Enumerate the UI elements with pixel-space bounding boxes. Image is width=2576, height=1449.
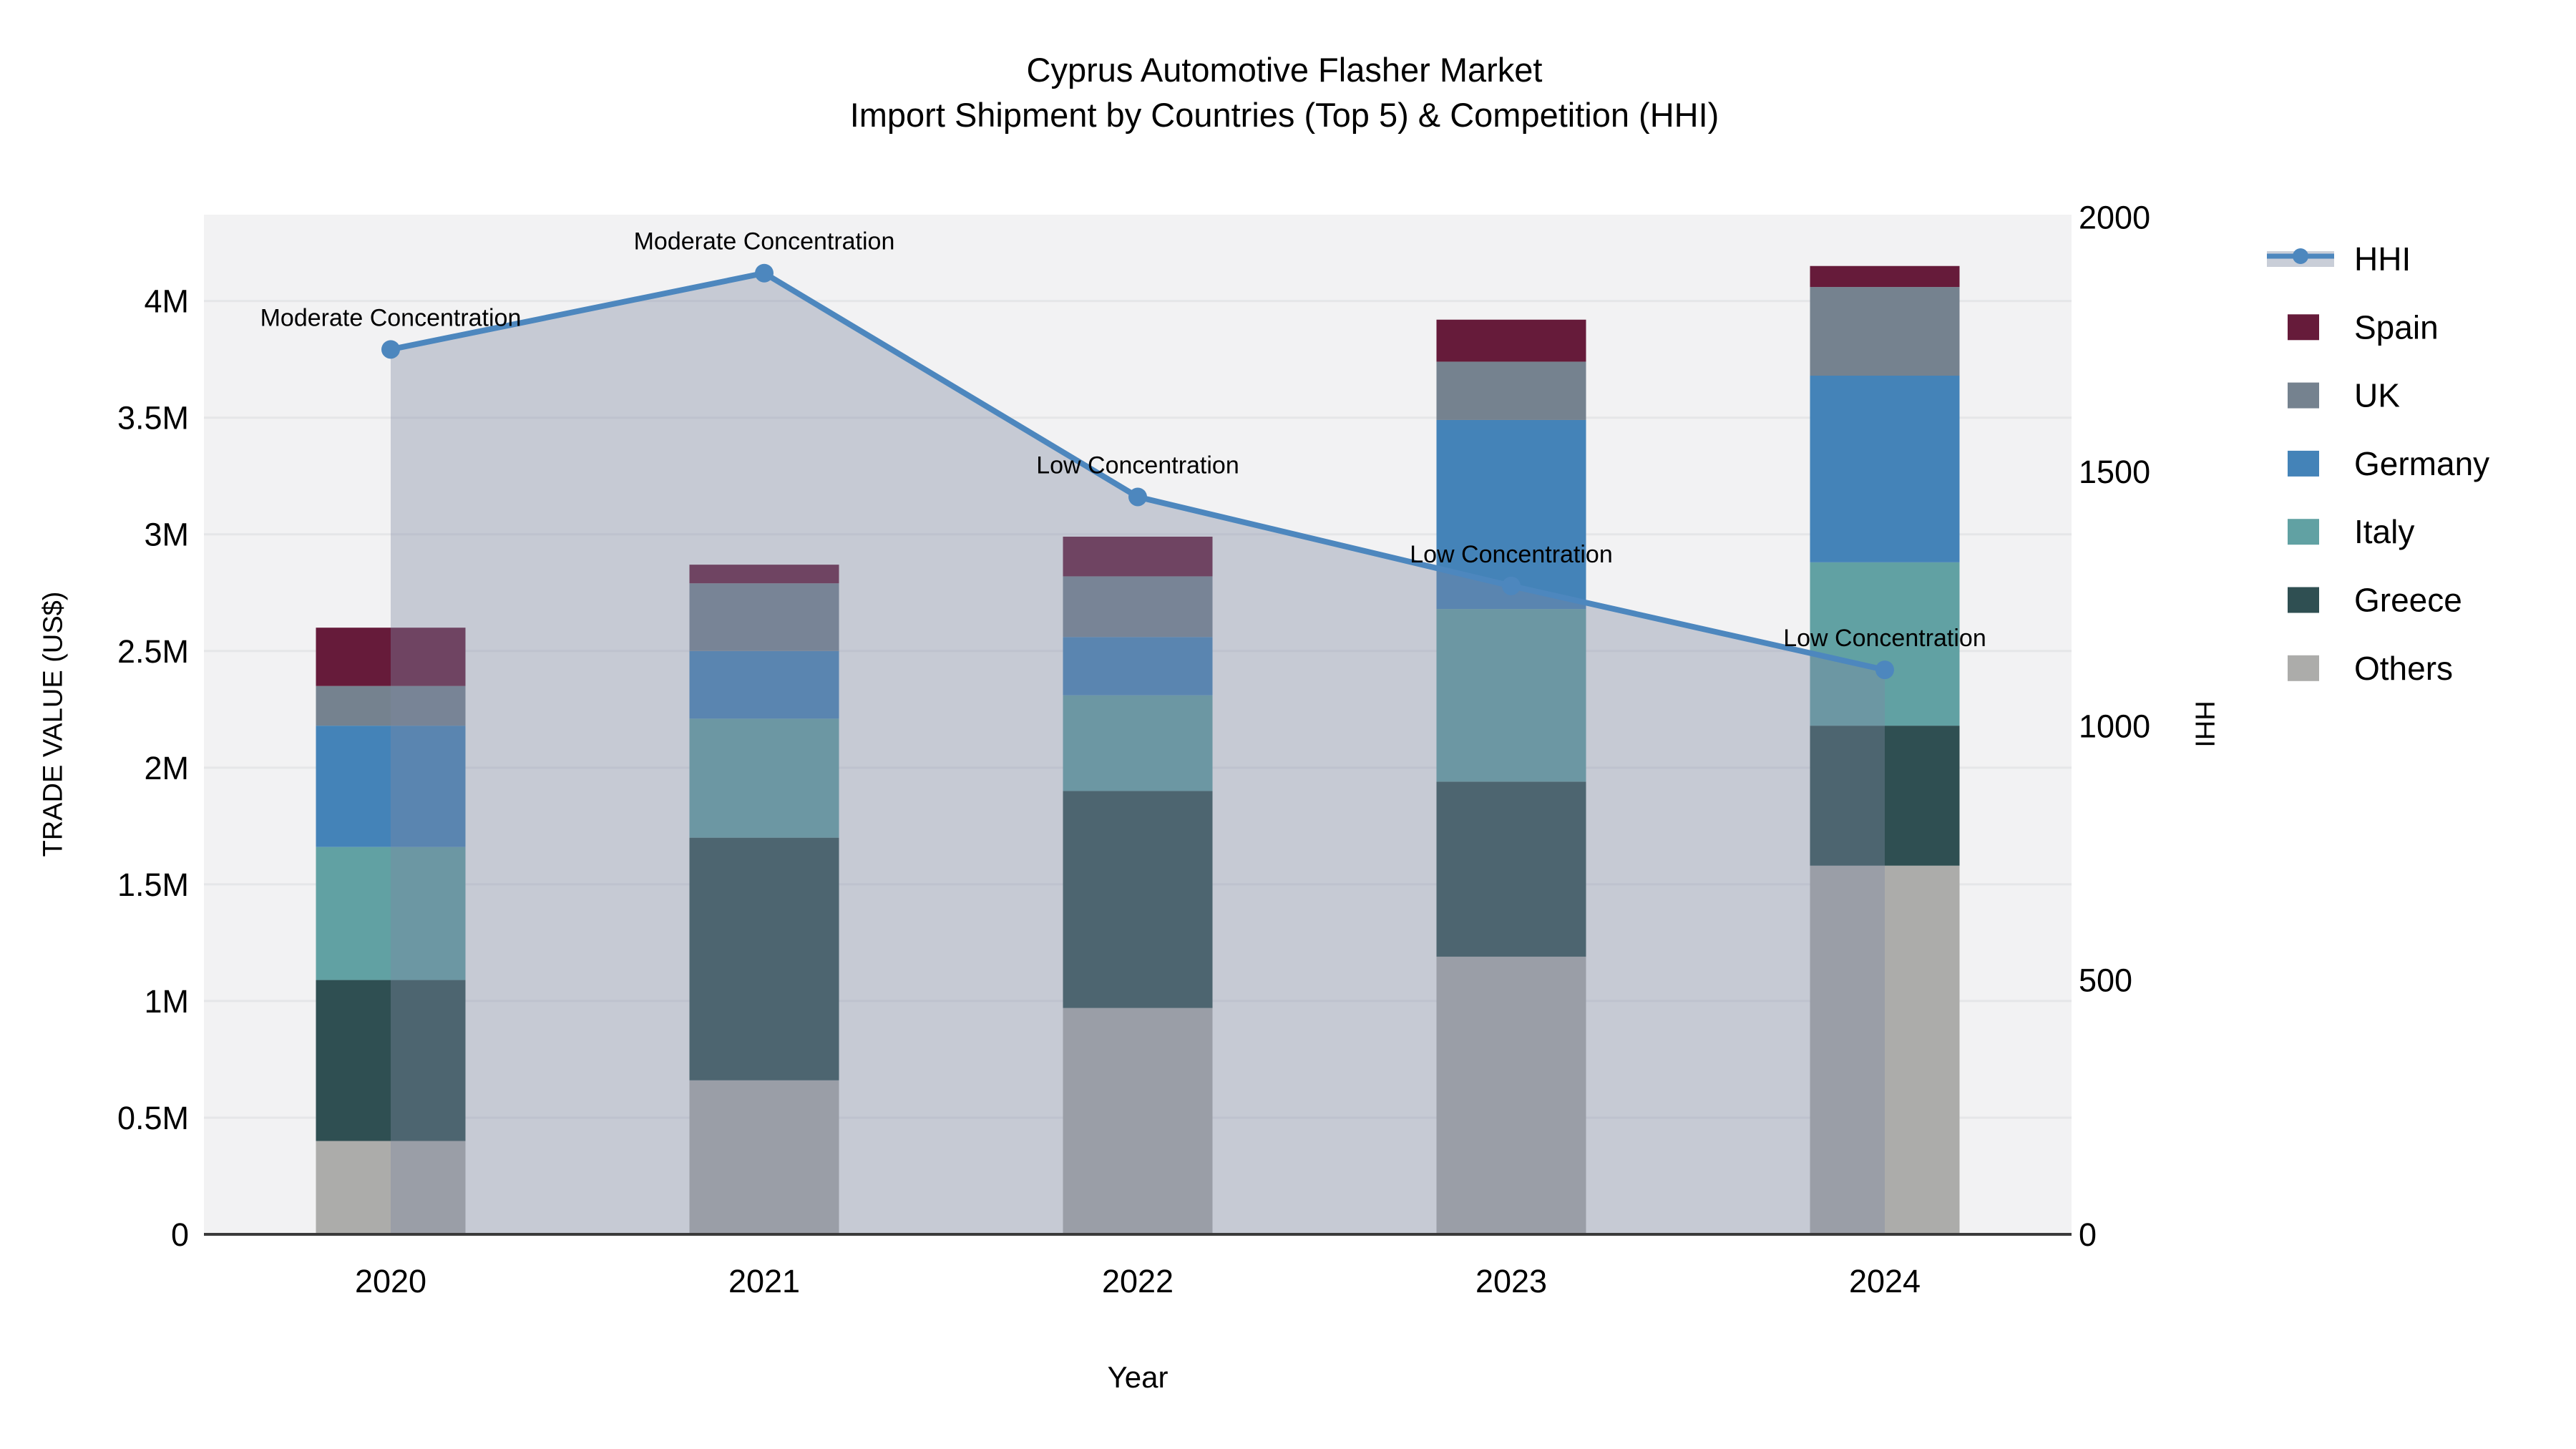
bar-segment-2024-greece — [1810, 726, 1960, 866]
bar-segment-2022-spain — [1063, 537, 1213, 577]
bar-segment-2024-spain — [1810, 265, 1960, 288]
x-axis-title: Year — [1107, 1360, 1169, 1394]
chart-title-line2: Import Shipment by Countries (Top 5) & C… — [849, 96, 1719, 134]
bar-segment-2024-italy — [1810, 562, 1960, 726]
bar-segment-2024-uk — [1810, 287, 1960, 376]
bar-segment-2023-spain — [1436, 319, 1586, 362]
bar-segment-2022-others — [1063, 1008, 1213, 1234]
hhi-marker-2022 — [1128, 487, 1147, 507]
x-tick-label-2022: 2022 — [1102, 1263, 1174, 1299]
bar-segment-2020-greece — [316, 980, 466, 1141]
hhi-marker-2021 — [755, 263, 774, 283]
bar-segment-2023-greece — [1436, 781, 1586, 957]
legend-label-greece: Greece — [2354, 582, 2462, 619]
y-right-tick-label: 1500 — [2079, 454, 2150, 490]
bar-segment-2023-uk — [1436, 361, 1586, 420]
x-tick-label-2023: 2023 — [1475, 1263, 1547, 1299]
y-left-tick-label: 3M — [144, 517, 189, 553]
y-left-tick-label: 1M — [144, 983, 189, 1020]
bar-segment-2020-others — [316, 1141, 466, 1234]
legend-swatch-spain — [2288, 314, 2319, 341]
legend-swatch-germany — [2288, 450, 2319, 477]
hhi-area-fill — [391, 273, 1885, 1234]
bar-segment-2022-germany — [1063, 637, 1213, 696]
legend-label-germany: Germany — [2354, 445, 2489, 482]
legend-label-spain: Spain — [2354, 308, 2439, 346]
bar-segment-2021-italy — [689, 718, 839, 838]
bar-segment-2022-italy — [1063, 695, 1213, 791]
bar-segment-2021-uk — [689, 583, 839, 651]
bar-segment-2020-germany — [316, 726, 466, 847]
legend-label-hhi: HHI — [2354, 240, 2411, 278]
annotation-2020: Moderate Concentration — [260, 304, 522, 331]
y-left-tick-label: 0 — [171, 1216, 189, 1253]
legend-hhi-marker — [2293, 248, 2308, 264]
y-right-tick-label: 1000 — [2079, 708, 2150, 744]
y-left-tick-label: 1.5M — [117, 867, 189, 903]
bar-segment-2020-italy — [316, 847, 466, 980]
legend-swatch-greece — [2288, 587, 2319, 613]
y-left-tick-label: 2.5M — [117, 633, 189, 670]
y-left-tick-label: 4M — [144, 283, 189, 320]
bar-segment-2021-greece — [689, 837, 839, 1080]
bar-segment-2020-uk — [316, 686, 466, 726]
annotation-2024: Low Concentration — [1783, 625, 1986, 652]
bar-segment-2021-spain — [689, 565, 839, 584]
x-tick-label-2024: 2024 — [1849, 1263, 1921, 1299]
y-right-tick-label: 500 — [2079, 962, 2132, 999]
hhi-marker-2024 — [1875, 660, 1894, 680]
hhi-marker-2020 — [381, 340, 400, 359]
y-left-tick-label: 3.5M — [117, 400, 189, 436]
annotation-2022: Low Concentration — [1036, 452, 1239, 479]
y-axis-right-title: HHI — [2189, 701, 2220, 748]
legend-label-uk: UK — [2354, 377, 2400, 414]
annotation-2023: Low Concentration — [1410, 541, 1613, 568]
bar-segment-2024-germany — [1810, 376, 1960, 562]
legend-swatch-italy — [2288, 519, 2319, 545]
bar-segment-2022-uk — [1063, 576, 1213, 638]
legend-swatch-uk — [2288, 382, 2319, 409]
bar-segment-2021-others — [689, 1080, 839, 1234]
bar-segment-2023-others — [1436, 956, 1586, 1234]
bar-segment-2022-greece — [1063, 791, 1213, 1008]
legend-label-others: Others — [2354, 650, 2453, 687]
x-tick-label-2020: 2020 — [355, 1263, 426, 1299]
legend-label-italy: Italy — [2354, 513, 2414, 550]
chart-title-line1: Cyprus Automotive Flasher Market — [1026, 51, 1543, 89]
hhi-marker-2023 — [1502, 576, 1521, 595]
y-left-tick-label: 2M — [144, 750, 189, 786]
y-right-tick-label: 0 — [2079, 1216, 2097, 1253]
legend-swatch-others — [2288, 655, 2319, 681]
bar-segment-2024-others — [1810, 865, 1960, 1234]
bar-segment-2023-italy — [1436, 609, 1586, 782]
y-axis-left-title: TRADE VALUE (US$) — [38, 591, 69, 857]
bar-segment-2020-spain — [316, 628, 466, 686]
y-left-tick-label: 0.5M — [117, 1100, 189, 1136]
bar-segment-2021-germany — [689, 650, 839, 719]
annotation-2021: Moderate Concentration — [634, 228, 895, 255]
y-right-tick-label: 2000 — [2079, 200, 2150, 236]
x-tick-label-2021: 2021 — [728, 1263, 800, 1299]
